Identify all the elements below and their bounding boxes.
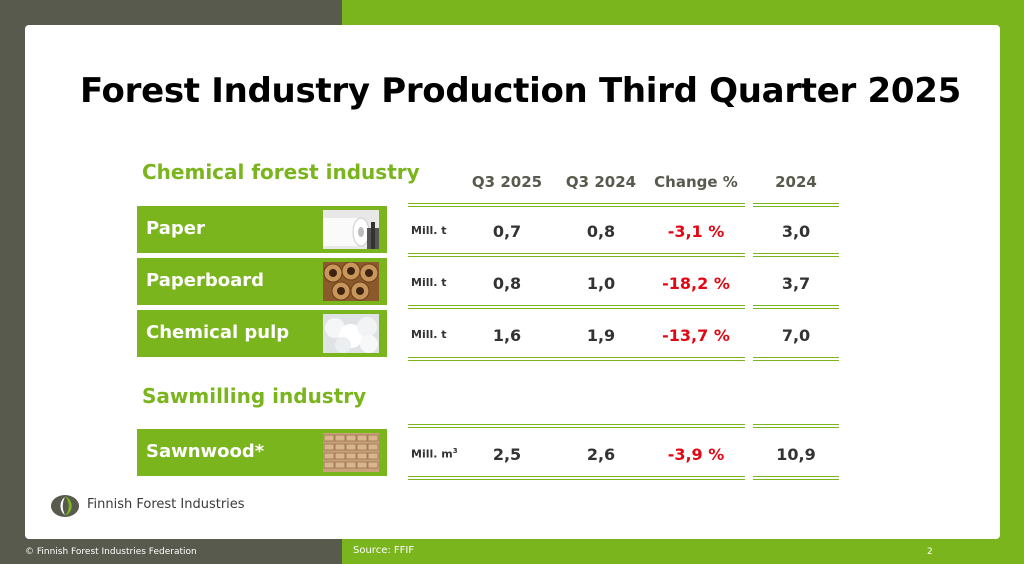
rule-after-paper-left xyxy=(408,253,745,257)
paperboard-tubes-icon xyxy=(323,262,379,301)
section-sawmilling-label: Sawmilling industry xyxy=(142,384,367,408)
cell-paperboard-change: -18,2 % xyxy=(662,274,730,293)
row-label-text: Chemical pulp xyxy=(146,322,290,343)
row-label-text: Paperboard xyxy=(146,270,264,291)
cell-paper-2024: 3,0 xyxy=(781,222,811,241)
section-chemical-label: Chemical forest industry xyxy=(142,160,420,184)
cell-paperboard-q3-2024: 1,0 xyxy=(586,274,616,293)
unit-sawnwood: Mill. m3 xyxy=(411,447,458,461)
rule-top-left xyxy=(408,203,745,207)
footer-page-number: 2 xyxy=(927,547,933,557)
rule-sawn-top-left xyxy=(408,424,745,428)
slide-title: Forest Industry Production Third Quarter… xyxy=(80,71,961,111)
cell-chemical-pulp-2024: 7,0 xyxy=(781,326,811,345)
rule-after-paper-right xyxy=(753,253,839,257)
col-head-q3-2024: Q3 2024 xyxy=(565,173,637,191)
ffif-logo xyxy=(50,494,80,518)
col-head-change: Change % xyxy=(654,173,738,191)
cell-paper-q3-2024: 0,8 xyxy=(586,222,616,241)
lumber-stack-icon xyxy=(323,433,379,472)
cell-sawnwood-q3-2024: 2,6 xyxy=(586,445,616,464)
rule-after-paperboard-left xyxy=(408,305,745,309)
row-label-text: Sawnwood* xyxy=(146,441,265,462)
cell-sawnwood-change: -3,9 % xyxy=(667,445,725,464)
row-label-paperboard: Paperboard xyxy=(137,258,387,305)
unit-chemical-pulp: Mill. t xyxy=(411,328,447,341)
row-label-chemical-pulp: Chemical pulp xyxy=(137,310,387,357)
row-label-sawnwood: Sawnwood* xyxy=(137,429,387,476)
col-head-2024: 2024 xyxy=(775,173,817,191)
cell-sawnwood-q3-2025: 2,5 xyxy=(492,445,522,464)
cell-sawnwood-2024: 10,9 xyxy=(776,445,816,464)
rule-after-paperboard-right xyxy=(753,305,839,309)
row-label-paper: Paper xyxy=(137,206,387,253)
unit-sawnwood-superscript: 3 xyxy=(452,447,458,455)
footer-copyright: © Finnish Forest Industries Federation xyxy=(25,547,197,557)
cell-paperboard-q3-2025: 0,8 xyxy=(492,274,522,293)
rule-sawn-top-right xyxy=(753,424,839,428)
cell-paperboard-2024: 3,7 xyxy=(781,274,811,293)
cell-chemical-pulp-q3-2024: 1,9 xyxy=(586,326,616,345)
row-label-text: Paper xyxy=(146,218,205,239)
paper-roll-icon xyxy=(323,210,379,249)
rule-after-chemical-pulp-right xyxy=(753,357,839,361)
footer-source: Source: FFIF xyxy=(353,545,415,556)
slide-card: Forest Industry Production Third Quarter… xyxy=(25,25,1000,539)
cell-chemical-pulp-change: -13,7 % xyxy=(662,326,730,345)
rule-after-chemical-pulp-left xyxy=(408,357,745,361)
unit-paperboard: Mill. t xyxy=(411,276,447,289)
col-head-q3-2025: Q3 2025 xyxy=(471,173,543,191)
cell-paper-change: -3,1 % xyxy=(667,222,725,241)
cell-paper-q3-2025: 0,7 xyxy=(492,222,522,241)
rule-top-right xyxy=(753,203,839,207)
unit-sawnwood-text: Mill. m xyxy=(411,447,453,461)
rule-sawn-bottom-right xyxy=(753,476,839,480)
pulp-fluff-icon xyxy=(323,314,379,353)
logo-text: Finnish Forest Industries xyxy=(87,497,245,512)
unit-paper: Mill. t xyxy=(411,224,447,237)
rule-sawn-bottom-left xyxy=(408,476,745,480)
cell-chemical-pulp-q3-2025: 1,6 xyxy=(492,326,522,345)
